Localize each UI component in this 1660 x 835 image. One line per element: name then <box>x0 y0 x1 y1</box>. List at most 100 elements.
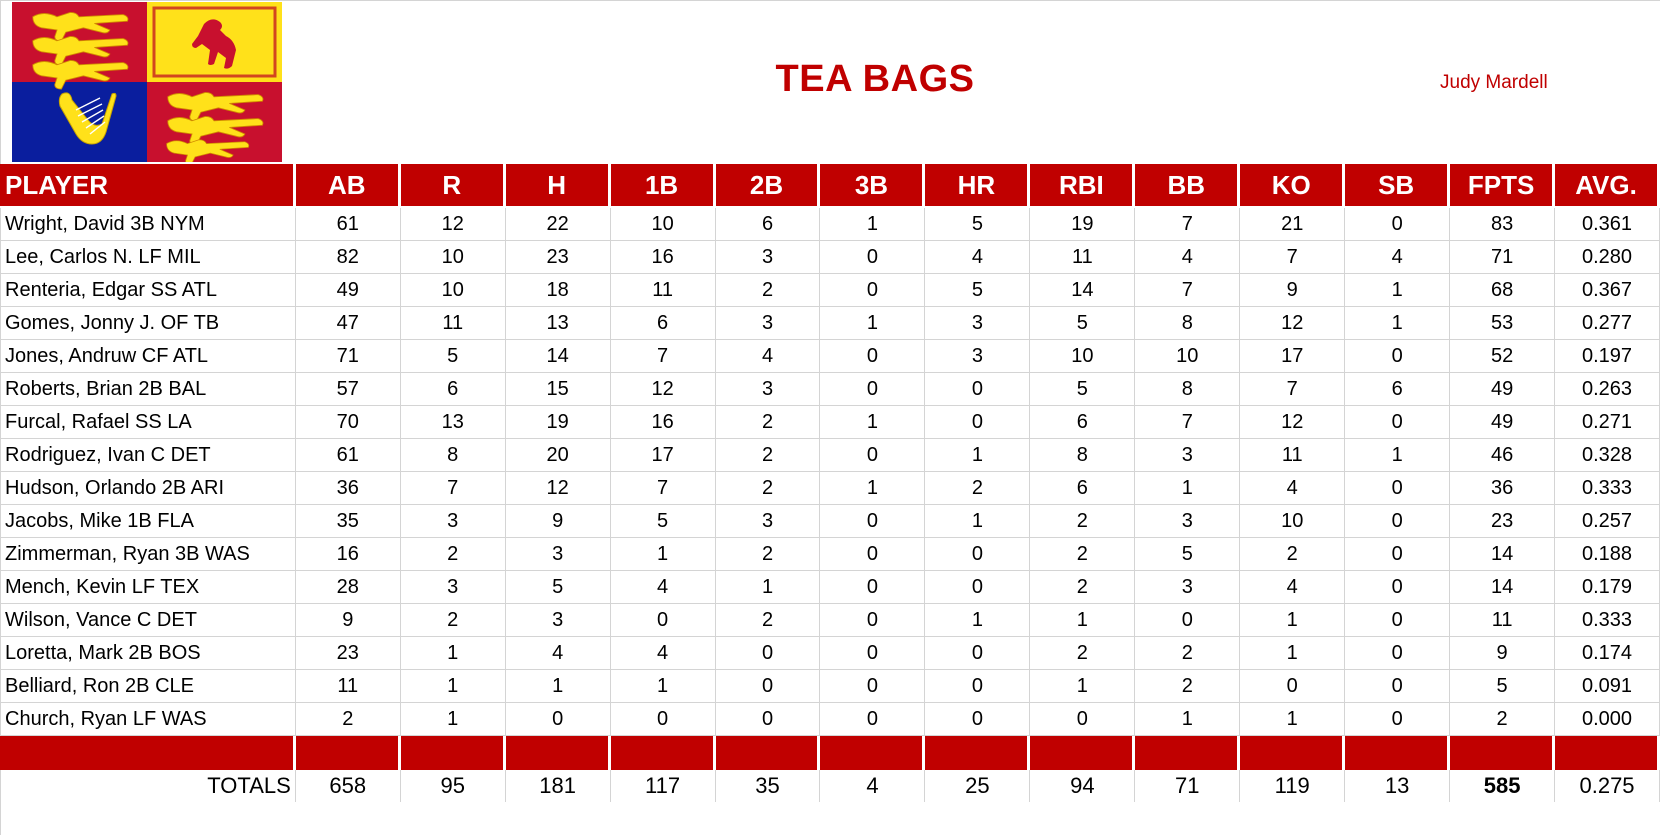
player-name-cell: Rodriguez, Ivan C DET <box>0 439 296 472</box>
total-sb: 13 <box>1345 770 1451 802</box>
stat-cell-3b: 0 <box>820 274 926 307</box>
stat-cell-1b: 0 <box>610 604 716 637</box>
stat-cell-bb: 7 <box>1135 406 1241 439</box>
stat-cell-hr: 0 <box>925 538 1031 571</box>
stat-cell-ab: 61 <box>295 439 401 472</box>
stat-cell-hr: 0 <box>925 406 1031 439</box>
stat-cell-r: 1 <box>400 637 506 670</box>
player-name-cell: Gomes, Jonny J. OF TB <box>0 307 296 340</box>
total-ko: 119 <box>1240 770 1346 802</box>
stat-cell-bb: 7 <box>1135 208 1241 241</box>
player-name-cell: Mench, Kevin LF TEX <box>0 571 296 604</box>
total-r: 95 <box>401 770 506 802</box>
stat-cell-rbi: 2 <box>1030 538 1136 571</box>
stat-cell-r: 12 <box>400 208 506 241</box>
stat-cell-rbi: 1 <box>1030 670 1136 703</box>
column-header-fpts: FPTS <box>1450 164 1556 208</box>
stat-cell-h: 19 <box>505 406 611 439</box>
total-rbi: 94 <box>1030 770 1136 802</box>
column-header-hr: HR <box>925 164 1031 208</box>
stat-cell-2b: 0 <box>715 637 821 670</box>
stat-cell-bb: 1 <box>1135 703 1241 736</box>
stat-cell-3b: 1 <box>820 307 926 340</box>
stat-cell-rbi: 2 <box>1030 505 1136 538</box>
stat-cell-avg: 0.179 <box>1555 571 1660 604</box>
table-row: Furcal, Rafael SS LA 70 13 19 16 2 1 0 6 7 12 0 49 0.… <box>0 406 1660 439</box>
totals-row: TOTALS 658 95 181 117 35 4 25 94 71 119 … <box>0 770 1660 802</box>
stat-cell-3b: 1 <box>820 208 926 241</box>
stat-cell-sb: 0 <box>1345 637 1451 670</box>
stat-cell-fpts: 5 <box>1450 670 1556 703</box>
total-hr: 25 <box>925 770 1031 802</box>
stat-cell-r: 3 <box>400 505 506 538</box>
stat-cell-1b: 5 <box>610 505 716 538</box>
table-row: Church, Ryan LF WAS 2 1 0 0 0 0 0 0 1 1 0 2 0.000 <box>0 703 1660 736</box>
table-header-row: PLAYER AB R H 1B 2B 3B HR RBI BB KO SB F… <box>0 164 1660 208</box>
stat-cell-hr: 5 <box>925 208 1031 241</box>
stat-cell-2b: 4 <box>715 340 821 373</box>
stat-cell-avg: 0.000 <box>1555 703 1660 736</box>
stat-cell-r: 7 <box>400 472 506 505</box>
stat-cell-bb: 3 <box>1135 439 1241 472</box>
stat-cell-hr: 0 <box>925 670 1031 703</box>
stat-cell-bb: 0 <box>1135 604 1241 637</box>
stat-cell-sb: 0 <box>1345 406 1451 439</box>
stat-cell-fpts: 23 <box>1450 505 1556 538</box>
stat-cell-hr: 2 <box>925 472 1031 505</box>
stat-cell-ko: 0 <box>1240 670 1346 703</box>
player-name-cell: Roberts, Brian 2B BAL <box>0 373 296 406</box>
stat-cell-h: 23 <box>505 241 611 274</box>
stat-cell-bb: 2 <box>1135 637 1241 670</box>
column-header-rbi: RBI <box>1030 164 1136 208</box>
stat-cell-fpts: 11 <box>1450 604 1556 637</box>
stat-cell-fpts: 53 <box>1450 307 1556 340</box>
stat-cell-rbi: 2 <box>1030 637 1136 670</box>
stat-cell-ab: 47 <box>295 307 401 340</box>
stat-cell-ko: 7 <box>1240 241 1346 274</box>
stat-cell-sb: 0 <box>1345 208 1451 241</box>
stat-cell-h: 20 <box>505 439 611 472</box>
stat-cell-hr: 0 <box>925 373 1031 406</box>
stat-cell-avg: 0.197 <box>1555 340 1660 373</box>
stat-cell-bb: 3 <box>1135 505 1241 538</box>
stat-cell-hr: 1 <box>925 604 1031 637</box>
total-2b: 35 <box>716 770 821 802</box>
stat-cell-rbi: 14 <box>1030 274 1136 307</box>
stat-cell-r: 13 <box>400 406 506 439</box>
stat-cell-1b: 0 <box>610 703 716 736</box>
stat-cell-1b: 6 <box>610 307 716 340</box>
stat-cell-r: 5 <box>400 340 506 373</box>
stat-cell-r: 1 <box>400 703 506 736</box>
stat-cell-rbi: 6 <box>1030 406 1136 439</box>
stat-cell-ko: 4 <box>1240 571 1346 604</box>
stat-cell-avg: 0.333 <box>1555 472 1660 505</box>
stat-cell-ab: 11 <box>295 670 401 703</box>
total-h: 181 <box>506 770 611 802</box>
stat-cell-ko: 2 <box>1240 538 1346 571</box>
stat-cell-3b: 0 <box>820 670 926 703</box>
stat-cell-ko: 12 <box>1240 406 1346 439</box>
column-header-bb: BB <box>1135 164 1241 208</box>
column-header-h: H <box>505 164 611 208</box>
stat-cell-ko: 21 <box>1240 208 1346 241</box>
column-header-r: R <box>400 164 506 208</box>
stat-cell-1b: 16 <box>610 241 716 274</box>
stat-cell-h: 1 <box>505 670 611 703</box>
stat-cell-fpts: 49 <box>1450 373 1556 406</box>
stat-cell-bb: 1 <box>1135 472 1241 505</box>
stat-cell-ko: 9 <box>1240 274 1346 307</box>
stat-cell-2b: 2 <box>715 406 821 439</box>
column-header-sb: SB <box>1345 164 1451 208</box>
player-name-cell: Zimmerman, Ryan 3B WAS <box>0 538 296 571</box>
stat-cell-sb: 0 <box>1345 538 1451 571</box>
stat-cell-3b: 0 <box>820 637 926 670</box>
stat-cell-ko: 17 <box>1240 340 1346 373</box>
stat-cell-3b: 0 <box>820 604 926 637</box>
stat-cell-ab: 61 <box>295 208 401 241</box>
stat-cell-h: 13 <box>505 307 611 340</box>
table-row: Wright, David 3B NYM 61 12 22 10 6 1 5 19 7 21 0 83 0… <box>0 208 1660 241</box>
stat-cell-fpts: 49 <box>1450 406 1556 439</box>
stat-cell-1b: 16 <box>610 406 716 439</box>
stat-cell-2b: 3 <box>715 373 821 406</box>
stat-cell-r: 11 <box>400 307 506 340</box>
